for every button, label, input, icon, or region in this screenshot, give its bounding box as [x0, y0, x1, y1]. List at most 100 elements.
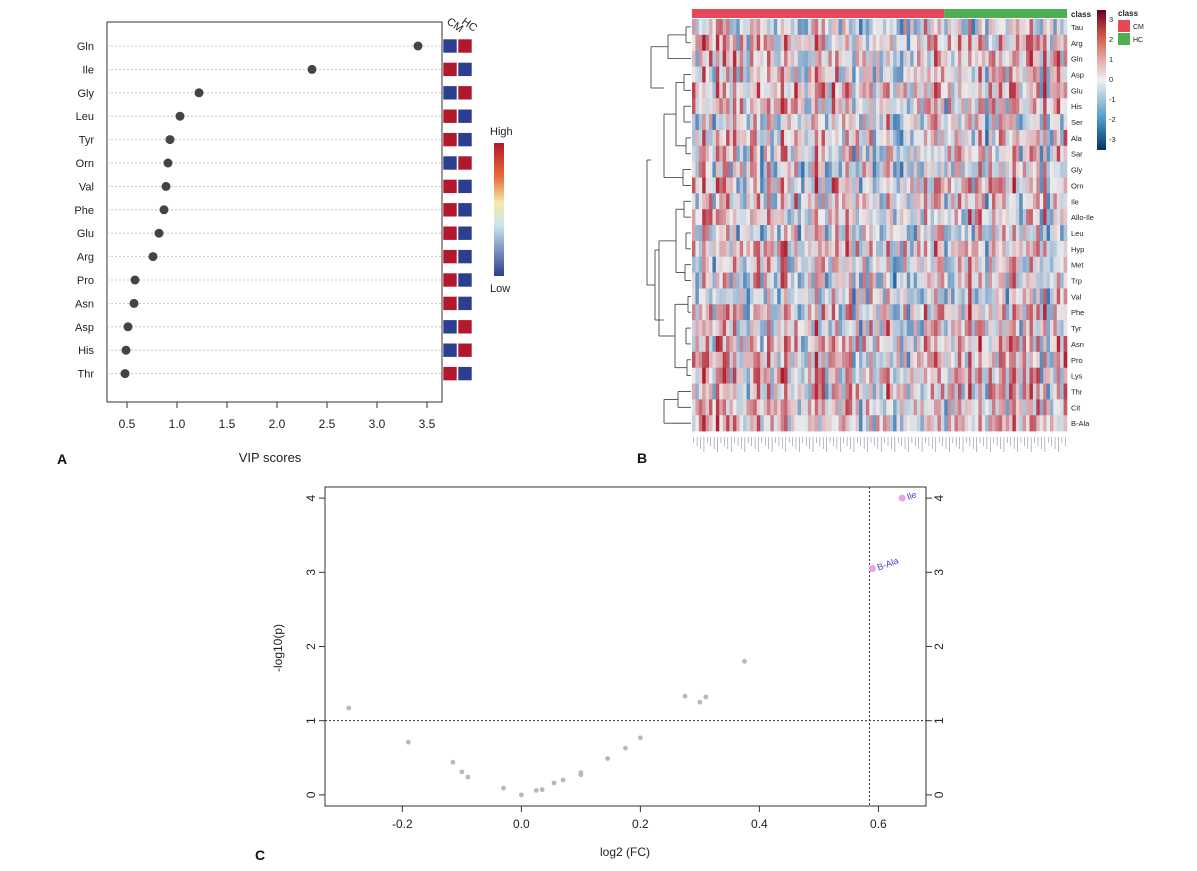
heatmap-cell: [1015, 177, 1020, 194]
heatmap-column-labels: [693, 437, 1066, 452]
heatmap-cell: [930, 288, 935, 305]
heatmap-cell: [842, 383, 846, 400]
heatmap-cell: [743, 272, 747, 289]
heatmap-cell: [1039, 256, 1044, 273]
heatmap-cell: [974, 304, 979, 321]
heatmap-cell: [1036, 320, 1041, 337]
vip-label-tyr: Tyr: [79, 135, 95, 147]
heatmap-cell: [998, 415, 1003, 432]
heatmap-cell: [944, 383, 948, 400]
heatmap-cell: [692, 240, 696, 258]
heatmap-cell: [954, 351, 959, 368]
class-annotation-bar: [692, 9, 1067, 18]
heatmap-cell: [985, 383, 989, 400]
heatmap-cell: [753, 19, 758, 36]
heatmap-cell: [746, 50, 751, 67]
vip-group-box-hc: [457, 108, 473, 124]
heatmap-cell: [917, 415, 921, 432]
heatmap-cell: [903, 415, 908, 432]
heatmap-cell: [794, 225, 798, 242]
heatmap-cell: [760, 399, 764, 416]
heatmap-cell: [917, 161, 921, 178]
heatmap-cell: [913, 129, 918, 147]
heatmap-cell: [1029, 272, 1034, 289]
heatmap-cell: [715, 34, 720, 51]
heatmap-cell: [729, 367, 734, 384]
heatmap-cell: [947, 399, 952, 416]
heatmap-cell: [1053, 304, 1058, 321]
heatmap-cell: [698, 129, 703, 147]
heatmap-cell: [896, 225, 901, 242]
heatmap-cell: [1022, 288, 1027, 305]
heatmap-cell: [692, 336, 696, 353]
heatmap-cell: [964, 272, 969, 289]
heatmap-cell: [920, 193, 925, 210]
heatmap-cell: [1036, 256, 1041, 273]
heatmap-cell: [974, 225, 979, 242]
heatmap-cell: [777, 161, 781, 178]
heatmap-cell: [961, 288, 966, 305]
heatmap-cell: [732, 288, 737, 305]
heatmap-cell: [923, 399, 928, 416]
heatmap-cell: [1056, 177, 1061, 194]
heatmap-cell: [821, 415, 826, 432]
heatmap-cell: [801, 320, 805, 337]
heatmap-cell: [828, 320, 833, 337]
heatmap-cell: [910, 114, 914, 131]
heatmap-cell: [848, 225, 853, 242]
heatmap-cell: [726, 272, 730, 289]
heatmap-cell: [930, 320, 935, 337]
heatmap-cell: [961, 145, 966, 162]
heatmap-cell: [1012, 320, 1017, 337]
heatmap-cell: [777, 383, 781, 400]
heatmap-cell: [934, 288, 938, 305]
heatmap-cell: [705, 399, 710, 416]
heatmap-cell: [780, 34, 785, 51]
heatmap-cell: [695, 98, 700, 115]
heatmap-cell: [804, 256, 809, 273]
heatmap-cell: [876, 383, 880, 400]
heatmap-cell: [899, 34, 904, 51]
heatmap-cell: [859, 129, 863, 147]
heatmap-cell: [715, 50, 720, 67]
heatmap-cell: [913, 240, 918, 258]
heatmap-cell: [763, 98, 768, 115]
heatmap-cell: [923, 161, 928, 178]
heatmap-cell: [882, 98, 887, 115]
heatmap-cell: [790, 415, 795, 432]
heatmap-cell: [1063, 399, 1068, 416]
heatmap-cell: [947, 82, 952, 99]
heatmap-cell: [787, 145, 792, 162]
heatmap-cell: [739, 336, 744, 353]
heatmap-cell: [787, 19, 792, 36]
heatmap-cell: [1009, 336, 1013, 353]
heatmap-cell: [920, 320, 925, 337]
heatmap-cell: [797, 351, 802, 368]
heatmap-cell: [981, 209, 986, 226]
heatmap-cell: [971, 415, 976, 432]
heatmap-cell: [715, 320, 720, 337]
heatmap-cell: [1056, 288, 1061, 305]
heatmap-cell: [920, 177, 925, 194]
heatmap-cell: [794, 66, 798, 83]
heatmap-cell: [920, 209, 925, 226]
heatmap-cell: [1002, 256, 1006, 273]
heatmap-cell: [777, 225, 781, 242]
heatmap-cell: [974, 288, 979, 305]
heatmap-cell: [937, 225, 942, 242]
heatmap-cell: [746, 272, 751, 289]
heatmap-cell: [831, 288, 836, 305]
heatmap-cell: [838, 114, 843, 131]
heatmap-cell: [848, 240, 853, 258]
heatmap-cell: [995, 225, 1000, 242]
legend-low-label: Low: [490, 283, 510, 295]
heatmap-cell: [811, 288, 816, 305]
heatmap-cell: [992, 145, 996, 162]
heatmap-cell: [828, 351, 833, 368]
heatmap-cell: [787, 98, 792, 115]
heatmap-cell: [746, 98, 751, 115]
heatmap-cell: [859, 272, 863, 289]
heatmap-cell: [1032, 161, 1037, 178]
heatmap-cell: [947, 98, 952, 115]
heatmap-cell: [753, 399, 758, 416]
